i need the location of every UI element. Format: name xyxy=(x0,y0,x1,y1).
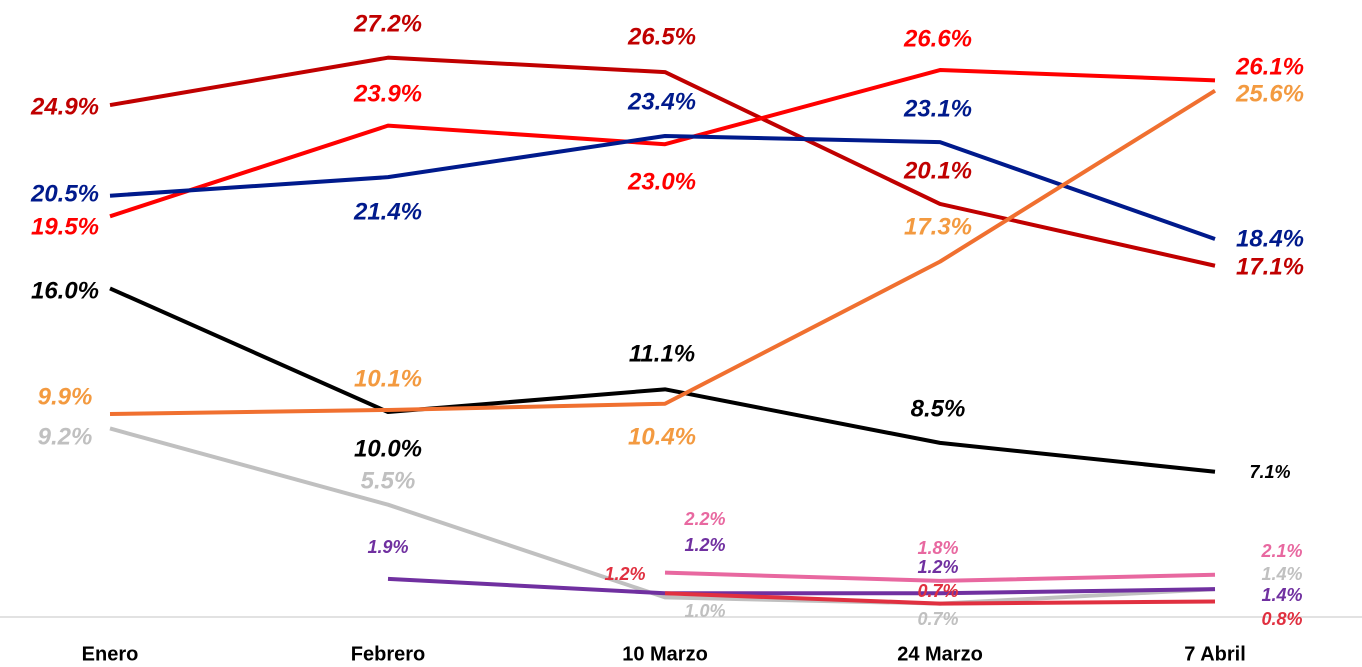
data-label: 1.2% xyxy=(917,557,958,577)
data-label: 1.9% xyxy=(367,537,408,557)
data-label: 25.6% xyxy=(1235,80,1304,107)
data-label: 5.5% xyxy=(361,467,416,494)
data-label: 17.1% xyxy=(1236,253,1304,280)
data-label: 1.4% xyxy=(1261,585,1302,605)
data-label: 23.4% xyxy=(627,88,696,115)
data-label: 10.0% xyxy=(354,435,422,462)
data-label: 1.2% xyxy=(684,535,725,555)
data-label: 7.1% xyxy=(1249,462,1290,482)
x-tick-label: 10 Marzo xyxy=(622,643,708,665)
data-label: 20.5% xyxy=(30,180,99,207)
data-label: 18.4% xyxy=(1236,225,1304,252)
line xyxy=(387,576,1216,596)
line xyxy=(664,591,1216,606)
data-label: 23.9% xyxy=(353,80,422,107)
data-label: 1.8% xyxy=(917,538,958,558)
data-label: 19.5% xyxy=(31,213,99,240)
data-label: 17.3% xyxy=(904,213,972,240)
line xyxy=(109,68,1216,219)
data-label: 1.2% xyxy=(604,564,645,584)
line xyxy=(109,55,1216,268)
x-tick-label: 24 Marzo xyxy=(897,643,983,665)
data-label: 23.0% xyxy=(627,168,696,195)
data-label: 24.9% xyxy=(30,93,99,120)
data-label: 0.7% xyxy=(917,581,958,601)
data-label: 27.2% xyxy=(353,10,422,37)
data-label: 2.1% xyxy=(1260,541,1302,561)
data-label: 1.4% xyxy=(1261,564,1302,584)
line xyxy=(109,426,1216,606)
x-tick-label: Febrero xyxy=(351,643,425,665)
data-label: 1.0% xyxy=(684,601,725,621)
line xyxy=(109,286,1216,474)
data-label: 23.1% xyxy=(903,95,972,122)
line xyxy=(664,570,1216,583)
data-label: 16.0% xyxy=(31,277,99,304)
data-label: 26.5% xyxy=(627,23,696,50)
data-label: 8.5% xyxy=(911,395,966,422)
data-label: 9.9% xyxy=(38,383,93,410)
data-label: 26.6% xyxy=(903,25,972,52)
data-label: 2.2% xyxy=(683,509,725,529)
line xyxy=(109,133,1216,241)
data-label: 10.1% xyxy=(354,365,422,392)
data-label: 0.8% xyxy=(1261,609,1302,629)
data-label: 9.2% xyxy=(38,423,93,450)
data-label: 0.7% xyxy=(917,609,958,629)
data-label: 20.1% xyxy=(903,157,972,184)
x-tick-label: 7 Abril xyxy=(1184,643,1246,665)
line xyxy=(109,88,1217,417)
data-label: 26.1% xyxy=(1235,53,1304,80)
x-tick-label: Enero xyxy=(82,643,139,665)
data-label: 10.4% xyxy=(628,423,696,450)
data-label: 11.1% xyxy=(629,340,695,367)
data-label: 21.4% xyxy=(353,198,422,225)
